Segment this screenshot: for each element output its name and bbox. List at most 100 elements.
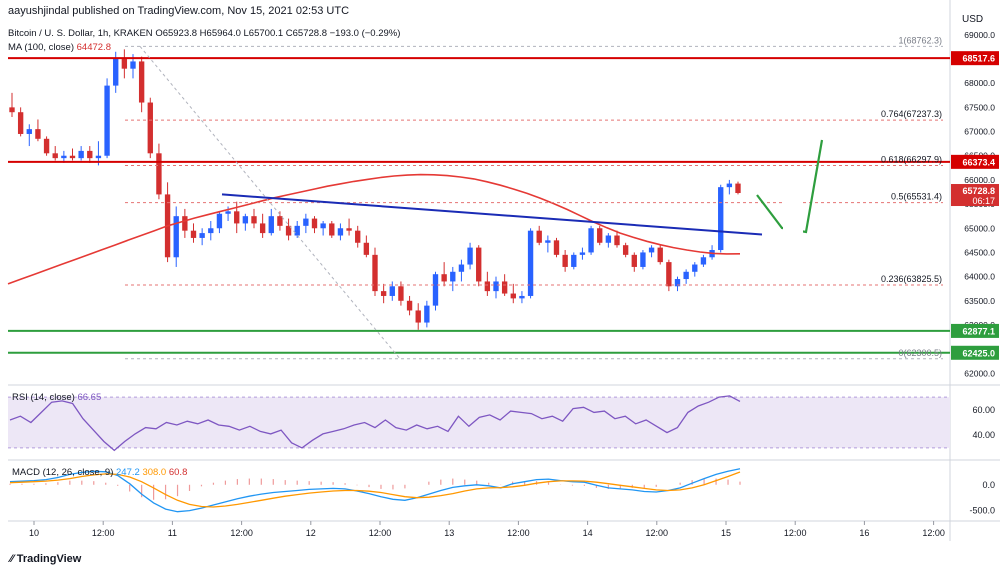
candle-body xyxy=(329,223,335,236)
candle-body xyxy=(156,153,162,195)
rsi-value: 66.65 xyxy=(77,392,101,403)
x-tick-label: 16 xyxy=(859,528,869,538)
fib-level-label: 1(68762.3) xyxy=(898,35,942,45)
candle-body xyxy=(545,240,551,243)
candle-body xyxy=(657,247,663,263)
bar-countdown-label: 06:17 xyxy=(972,196,995,206)
candle-body xyxy=(424,305,430,323)
candle-body xyxy=(501,281,508,294)
symbol-name: Bitcoin / U. S. Dollar, 1h, KRAKEN xyxy=(8,28,153,39)
rsi-title: RSI (14, close) 66.65 xyxy=(12,392,101,403)
macd-value: 247.2 xyxy=(116,467,142,478)
x-tick-label: 11 xyxy=(168,528,177,538)
candle-body xyxy=(406,300,413,311)
candle-body xyxy=(726,183,733,188)
resistance-level-label: 66373.4 xyxy=(962,157,995,167)
candle-body xyxy=(251,216,257,224)
macd-tick-label: -500.0 xyxy=(969,506,995,516)
fib-level-label: 0.764(67237.3) xyxy=(881,109,942,119)
candle-body xyxy=(458,264,465,272)
candle-body xyxy=(432,274,439,306)
x-tick-label: 10 xyxy=(29,528,39,538)
candle-body xyxy=(337,228,344,236)
candle-body xyxy=(311,218,318,229)
candle-body xyxy=(320,223,326,229)
resistance-level-label: 68517.6 xyxy=(962,54,995,64)
projection-gap xyxy=(783,200,803,240)
publisher-line: aayushjindal published on TradingView.co… xyxy=(8,5,350,17)
x-tick-label: 12:00 xyxy=(784,528,807,538)
candle-body xyxy=(61,155,67,159)
candle-body xyxy=(277,216,283,226)
candle-body xyxy=(182,216,188,231)
x-tick-label: 12:00 xyxy=(646,528,669,538)
candle-body xyxy=(355,230,361,243)
candle-body xyxy=(519,295,525,299)
candle-body xyxy=(95,155,102,159)
bearish-trend-line xyxy=(221,193,763,236)
candle-body xyxy=(303,218,309,226)
price-tick-label: 64000.0 xyxy=(964,272,995,282)
candle-body xyxy=(441,274,447,282)
candle-body xyxy=(700,257,707,265)
candle-body xyxy=(484,281,491,292)
x-tick-label: 13 xyxy=(444,528,454,538)
currency-label: USD xyxy=(962,14,984,25)
candle-body xyxy=(631,254,637,267)
ohlc-values: O65923.8 H65964.0 L65700.1 C65728.8 −193… xyxy=(155,28,401,39)
candle-body xyxy=(640,252,646,267)
candle-body xyxy=(666,262,672,287)
candle-body xyxy=(363,242,370,255)
candle-body xyxy=(476,247,482,282)
candle-body xyxy=(467,247,473,265)
price-tick-label: 66000.0 xyxy=(964,175,995,185)
candle-body xyxy=(510,293,516,299)
x-tick-label: 12:00 xyxy=(507,528,530,538)
ma-value: 64472.8 xyxy=(76,42,111,53)
candle-body xyxy=(571,254,577,267)
x-tick-label: 12:00 xyxy=(92,528,115,538)
price-tick-label: 63500.0 xyxy=(964,296,995,306)
candle-body xyxy=(9,107,15,113)
rsi-tick-label: 60.00 xyxy=(972,405,995,415)
macd-signal-value: 308.0 xyxy=(142,467,168,478)
x-tick-label: 15 xyxy=(721,528,731,538)
candle-body xyxy=(26,129,32,134)
fib-level-label: 0.618(66297.9) xyxy=(881,154,942,164)
ma-label: MA (100, close) xyxy=(8,42,74,53)
fib-level-label: 0.5(65531.4) xyxy=(891,192,942,202)
ma-legend: MA (100, close) 64472.8 xyxy=(8,42,111,53)
support-level-tag xyxy=(951,345,999,360)
macd-signal-line xyxy=(9,471,741,508)
candle-body xyxy=(389,286,395,296)
price-tick-label: 67500.0 xyxy=(964,102,995,112)
candle-body xyxy=(52,153,58,159)
candle-body xyxy=(294,225,300,236)
fib-level-label: 0.236(63825.5) xyxy=(881,274,942,284)
candle-body xyxy=(259,223,266,234)
candle-body xyxy=(562,254,568,267)
macd-histogram-value: 60.8 xyxy=(169,467,188,478)
resistance-level-tag xyxy=(951,51,999,66)
candle-body xyxy=(121,59,128,69)
candle-body xyxy=(735,183,741,194)
last-price-tag xyxy=(951,184,999,207)
candle-body xyxy=(683,271,689,280)
rsi-band xyxy=(8,397,950,448)
price-tick-label: 62000.0 xyxy=(964,368,995,378)
candle-body xyxy=(372,254,378,292)
price-tick-label: 67000.0 xyxy=(964,127,995,137)
candle-body xyxy=(346,228,352,231)
candle-body xyxy=(493,281,499,292)
candle-body xyxy=(216,213,223,229)
tradingview-brand[interactable]: ⁄⁄ TradingView xyxy=(10,553,81,565)
x-tick-label: 12:00 xyxy=(369,528,392,538)
candle-body xyxy=(113,59,119,86)
candle-body xyxy=(78,150,84,159)
price-tick-label: 65000.0 xyxy=(964,223,995,233)
candle-body xyxy=(536,230,542,243)
candle-body xyxy=(605,235,612,243)
brand-name: TradingView xyxy=(16,553,82,565)
candle-body xyxy=(87,150,93,159)
